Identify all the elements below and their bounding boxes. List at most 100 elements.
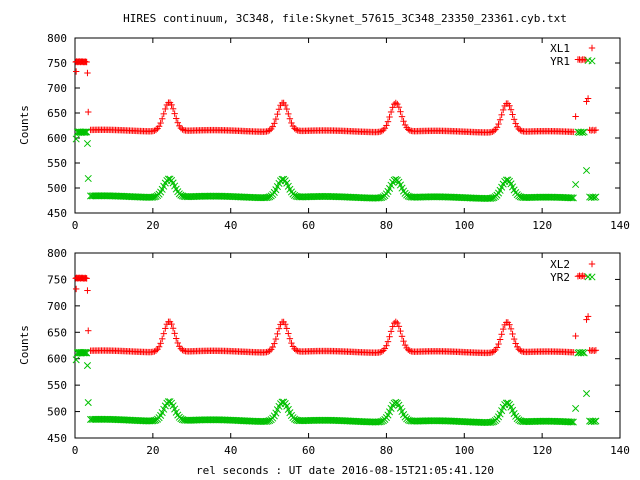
data-point-xl1 [405,126,412,133]
data-point-xl1 [512,120,519,127]
data-point-xl2 [84,287,91,294]
data-point-xl1 [509,111,516,118]
bottom-series-marks [72,272,600,427]
legend-label-xl2: XL2 [550,258,570,271]
data-point-xl1 [570,128,577,136]
data-point-xl1 [378,127,385,135]
data-point-yr1 [82,128,90,136]
top-ticks: 0 20 40 60 80 100 120 140 450 500 550 600 650 700 750 8… [47,32,630,232]
data-point-xl2 [510,335,518,343]
data-point-xl2 [160,330,167,337]
data-point-xl2 [496,336,504,343]
data-point-xl2 [381,345,389,352]
y-tick-label: 450 [47,432,67,445]
data-point-xl2 [271,340,278,347]
data-point-xl1 [498,111,505,119]
data-point-yr1 [72,135,80,143]
data-point-xl2 [168,320,175,328]
data-point-yr2 [83,349,91,357]
data-point-yr2 [582,390,591,398]
data-point-xl2 [72,285,80,293]
x-tick-label: 40 [224,444,237,457]
data-point-xl2 [517,347,524,354]
top-y-axis-label: Counts [18,105,31,145]
data-point-xl2 [579,272,586,279]
data-point-yr1 [84,174,92,183]
data-point-yr1 [572,180,580,189]
data-point-xl2 [580,273,588,280]
data-point-yr1 [590,193,598,202]
data-point-xl2 [288,339,295,347]
data-point-yr2 [378,417,386,425]
data-point-xl2 [395,323,403,330]
data-point-xl1 [288,119,295,127]
data-point-xl2 [394,319,401,327]
legend-marker-yr2 [588,273,596,281]
data-point-xl1 [274,110,281,118]
data-point-xl1 [398,113,406,120]
data-point-xl2 [85,327,92,334]
x-tick-label: 60 [302,219,315,232]
y-tick-label: 500 [47,182,67,195]
data-point-yr2 [83,362,92,370]
data-point-xl2 [570,349,577,356]
data-point-xl1 [500,106,507,114]
data-point-xl1 [386,113,393,121]
data-point-yr1 [81,128,89,136]
y-tick-label: 800 [47,32,67,45]
y-tick-label: 700 [47,82,67,95]
data-point-xl2 [81,274,89,282]
data-point-xl1 [266,127,273,134]
data-point-xl2 [498,331,505,338]
data-point-yr1 [83,128,91,136]
data-point-xl1 [157,119,164,127]
data-point-xl2 [378,348,385,355]
data-point-xl2 [384,338,392,345]
data-point-xl1 [272,115,280,123]
data-point-xl2 [490,348,498,355]
data-point-xl1 [384,118,392,125]
data-point-yr2 [590,418,598,426]
data-point-xl2 [83,275,90,282]
data-point-xl1 [383,122,390,129]
data-point-xl1 [285,110,292,118]
data-point-xl1 [283,105,290,113]
top-series-marks [72,56,600,202]
data-point-xl2 [285,330,292,337]
data-point-xl1 [387,108,395,116]
x-tick-label: 100 [454,444,474,457]
data-point-xl1 [269,123,276,130]
data-point-xl1 [275,106,283,113]
x-axis-label: rel seconds : UT date 2016-08-15T21:05:4… [196,464,494,477]
data-point-xl2 [401,341,409,349]
data-point-xl2 [383,342,390,349]
data-point-xl1 [490,127,498,135]
data-point-xl1 [171,110,178,117]
data-point-xl1 [168,101,175,109]
data-point-yr1 [566,194,574,202]
data-point-xl1 [152,126,160,134]
x-tick-label: 80 [380,444,393,457]
data-point-xl1 [495,120,502,128]
x-tick-label: 140 [610,444,630,457]
data-point-xl2 [507,325,515,333]
data-point-xl1 [381,125,389,132]
data-point-yr2 [592,417,600,425]
legend-marker-xl2 [588,260,596,268]
data-point-xl1 [271,120,278,127]
data-point-xl1 [286,115,294,122]
data-point-xl2 [269,343,276,351]
data-point-yr1 [569,194,577,202]
data-point-yr2 [84,399,92,407]
data-point-xl2 [282,321,289,328]
data-point-xl2 [400,337,407,345]
data-point-xl2 [292,347,300,354]
data-point-xl1 [174,119,181,126]
data-point-xl1 [584,95,592,102]
data-point-yr1 [83,139,92,148]
data-point-yr2 [568,418,576,426]
data-point-xl1 [162,105,169,113]
data-point-yr2 [589,417,597,425]
